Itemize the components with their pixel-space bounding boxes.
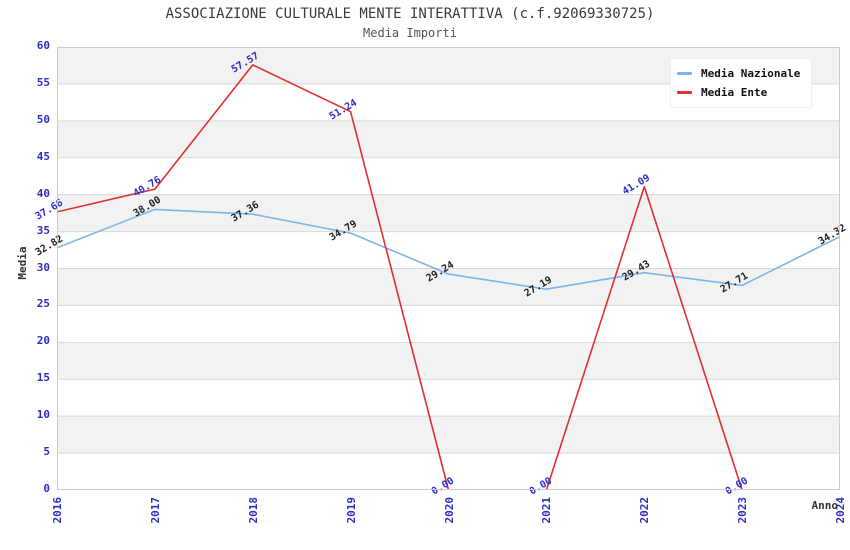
chart-title: ASSOCIAZIONE CULTURALE MENTE INTERATTIVA… <box>165 6 655 22</box>
plot-band <box>57 305 840 343</box>
y-axis-title: Media <box>16 246 29 280</box>
y-tick-label: 10 <box>36 408 50 422</box>
legend-label: Media Nazionale <box>701 67 801 80</box>
series-line-media-ente <box>57 64 743 490</box>
legend-swatch-icon <box>677 72 692 75</box>
legend-swatch-icon <box>677 91 692 94</box>
plot-band <box>57 231 840 269</box>
x-tick-label: 2018 <box>246 497 260 524</box>
legend: Media Nazionale Media Ente <box>670 58 812 108</box>
plot-band <box>57 194 840 232</box>
legend-item: Media Nazionale <box>677 64 805 83</box>
x-tick-label: 2020 <box>442 497 456 524</box>
x-tick-label: 2021 <box>540 497 554 524</box>
y-tick-label: 50 <box>36 112 50 126</box>
x-tick-label: 2016 <box>51 497 64 524</box>
plot-band <box>57 379 840 417</box>
y-tick-label: 40 <box>36 186 50 200</box>
y-tick-label: 5 <box>43 445 50 459</box>
y-tick-label: 55 <box>36 75 50 89</box>
y-tick-label: 15 <box>36 371 50 385</box>
x-tick-label: 2017 <box>148 497 162 524</box>
y-tick-label: 35 <box>36 223 50 237</box>
y-tick-label: 0 <box>43 482 50 495</box>
y-tick-label: 45 <box>36 149 50 163</box>
x-tick-label: 2019 <box>344 497 358 524</box>
plot-band <box>57 120 840 158</box>
x-tick-label: 2023 <box>736 497 750 524</box>
x-axis-title: Anno <box>811 499 839 512</box>
plot-band <box>57 157 840 195</box>
plot-band <box>57 342 840 380</box>
legend-item: Media Ente <box>677 83 805 102</box>
chart-subtitle: Media Importi <box>363 26 457 40</box>
series-line-media-nazionale <box>57 208 840 290</box>
y-tick-label: 25 <box>36 297 50 311</box>
y-tick-label: 20 <box>36 334 50 348</box>
y-tick-label: 30 <box>36 260 50 274</box>
x-tick-label: 2022 <box>638 497 652 524</box>
plot-band <box>57 453 840 490</box>
plot-band <box>57 416 840 454</box>
legend-label: Media Ente <box>701 86 768 99</box>
y-tick-label: 60 <box>36 39 50 52</box>
